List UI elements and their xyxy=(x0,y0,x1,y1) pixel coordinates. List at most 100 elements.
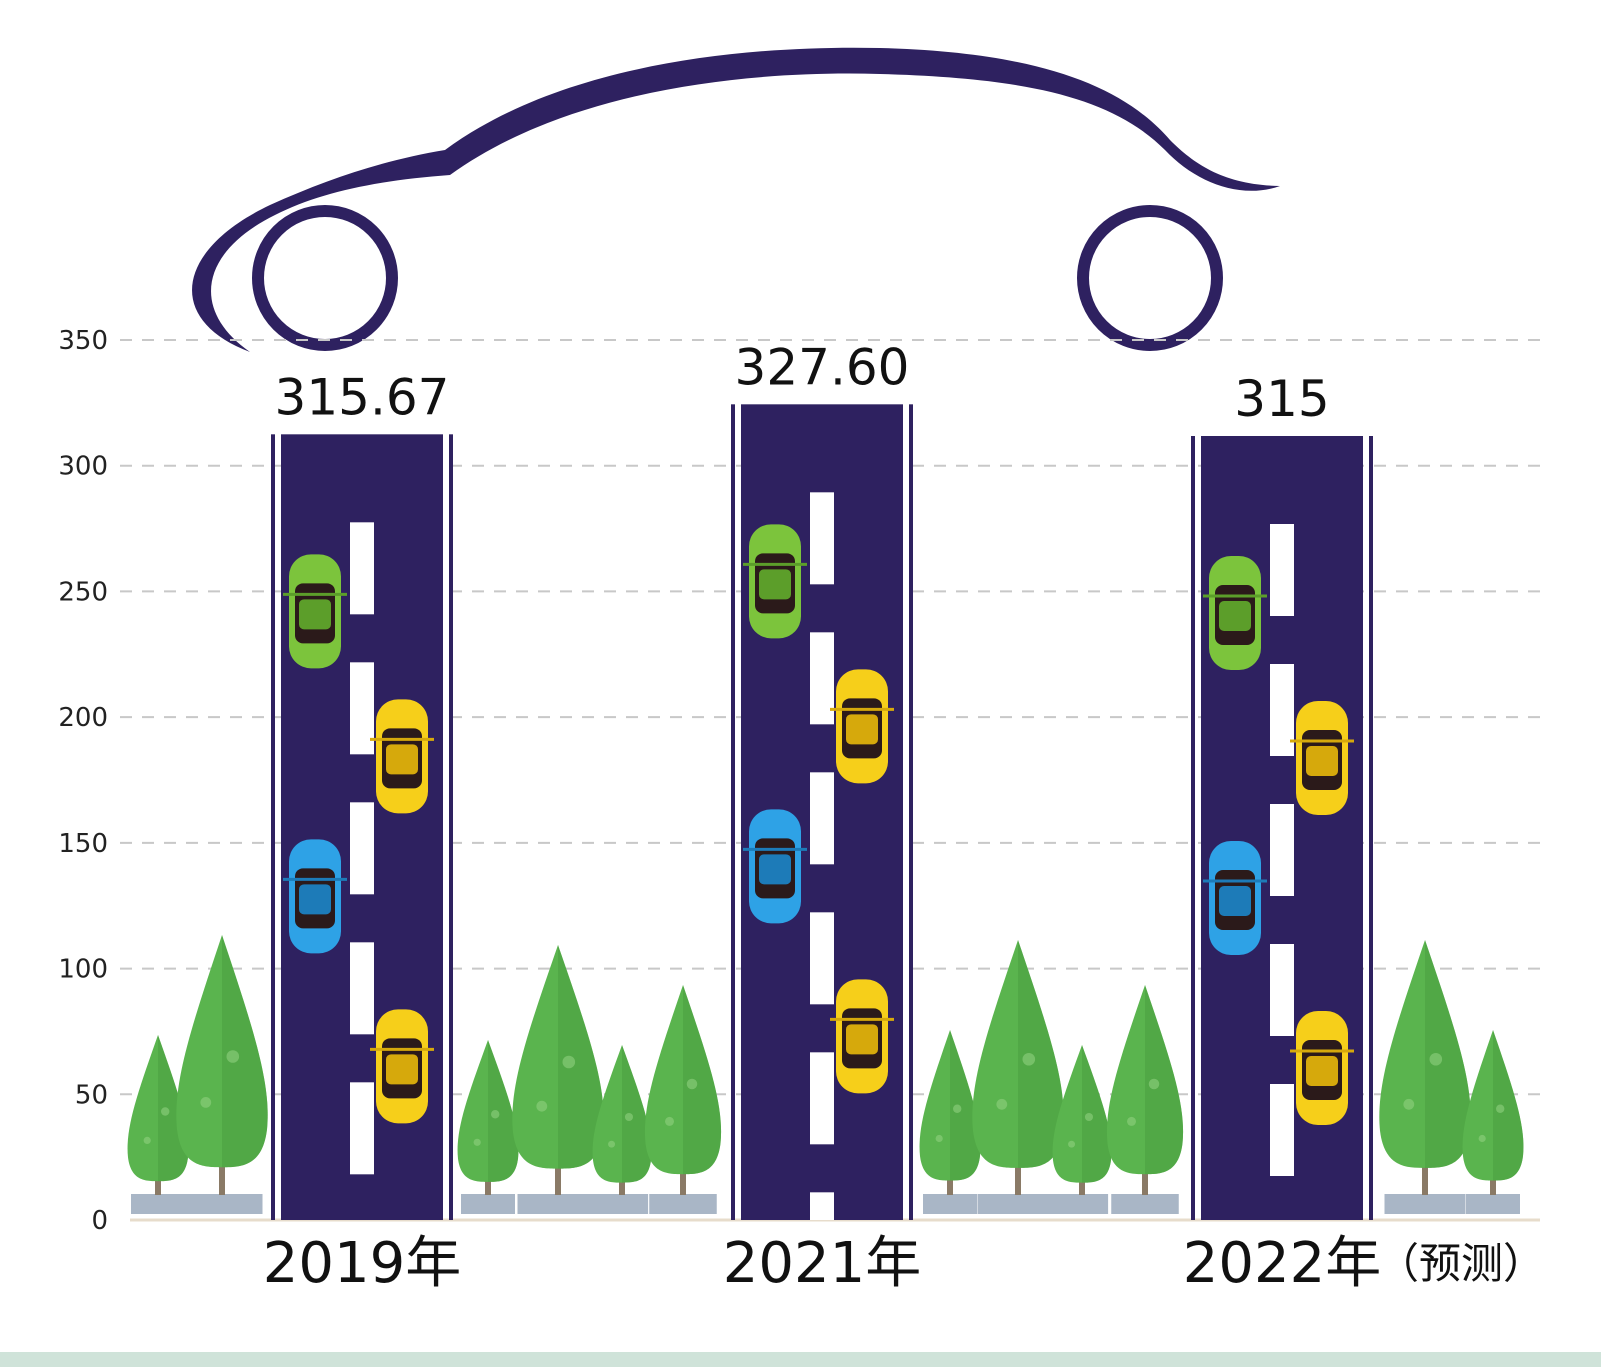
value-labels: 315.67 327.60 315 xyxy=(275,338,1330,428)
tree-highlight xyxy=(1084,1112,1094,1122)
tree-icon xyxy=(644,985,722,1214)
car-icon xyxy=(743,524,807,639)
tree-row xyxy=(127,935,1524,1214)
car-icon xyxy=(283,554,347,669)
tree-trunk xyxy=(1015,1146,1021,1195)
tree-shade xyxy=(622,1045,652,1183)
tree-highlight xyxy=(226,1050,240,1063)
tree-planter xyxy=(977,1194,1059,1214)
tree-highlight xyxy=(1496,1104,1505,1113)
tree-shade xyxy=(488,1040,519,1182)
value-label: 315.67 xyxy=(275,368,450,426)
bar xyxy=(731,404,913,1220)
car-roof xyxy=(1306,1056,1338,1086)
x-axis: 2019年 2021年 2022年（预测） xyxy=(263,1231,1545,1296)
car-icon xyxy=(830,669,894,784)
tree-icon xyxy=(512,945,604,1214)
car-wheel-front-icon xyxy=(252,205,398,351)
lane-mark xyxy=(810,1052,834,1145)
tree-shade xyxy=(1082,1045,1112,1183)
y-tick-label: 350 xyxy=(58,326,108,356)
lane-mark xyxy=(350,1082,374,1175)
tree-icon xyxy=(457,1040,519,1214)
bar-edge-left xyxy=(271,434,275,1220)
tree-highlight xyxy=(1403,1098,1415,1110)
tree-planter xyxy=(595,1194,649,1214)
tree-shade xyxy=(1145,985,1184,1175)
car-icon xyxy=(743,809,807,924)
tree-highlight xyxy=(1068,1140,1076,1148)
car-icon xyxy=(1290,701,1354,815)
tree-highlight xyxy=(562,1055,576,1069)
bar-edge-left xyxy=(731,404,735,1220)
tree-highlight xyxy=(473,1138,481,1146)
bar xyxy=(271,434,453,1220)
value-label: 327.60 xyxy=(735,338,910,396)
tree-highlight xyxy=(1429,1052,1443,1066)
lane-mark xyxy=(1270,804,1294,896)
tree-planter xyxy=(1466,1194,1520,1214)
tree-trunk xyxy=(155,1167,161,1195)
y-tick-label: 300 xyxy=(58,452,108,482)
car-wheel-rear-icon xyxy=(1077,205,1223,351)
tree-icon xyxy=(1379,940,1471,1214)
car-icon xyxy=(1203,556,1267,670)
tree-shade xyxy=(558,945,604,1169)
tree-planter xyxy=(649,1194,717,1214)
tree-planter xyxy=(1055,1194,1109,1214)
footer-strip xyxy=(0,1352,1601,1367)
tree-trunk xyxy=(219,1145,225,1195)
x-tick-label: 2022年 xyxy=(1183,1231,1382,1296)
x-tick-label: 2019年 xyxy=(263,1231,462,1296)
tree-highlight xyxy=(608,1140,616,1148)
car-roof xyxy=(759,569,791,600)
tree-highlight xyxy=(665,1116,674,1126)
tree-planter xyxy=(923,1194,977,1214)
tree-highlight xyxy=(161,1107,170,1116)
car-roof xyxy=(846,714,878,745)
car-roof xyxy=(299,884,331,915)
tree-highlight xyxy=(686,1078,698,1090)
value-label: 315 xyxy=(1234,370,1329,428)
car-icon xyxy=(370,1009,434,1124)
car-roof xyxy=(759,854,791,885)
bar-edge-right xyxy=(909,404,913,1220)
lane-mark xyxy=(1270,1084,1294,1176)
tree-planter xyxy=(131,1194,185,1214)
tree-highlight xyxy=(536,1100,548,1112)
tree-icon xyxy=(176,935,268,1214)
tree-trunk xyxy=(555,1147,561,1195)
y-tick-label: 50 xyxy=(75,1080,108,1110)
lane-mark xyxy=(810,772,834,865)
car-roof xyxy=(299,599,331,630)
tree-shade xyxy=(1493,1030,1524,1181)
car-roof xyxy=(1306,746,1338,776)
car-roof xyxy=(386,1054,418,1085)
tree-shade xyxy=(950,1030,981,1181)
tree-planter xyxy=(517,1194,599,1214)
car-silhouette-icon xyxy=(192,47,1280,352)
lane-mark xyxy=(350,942,374,1035)
bar-edge-right xyxy=(449,434,453,1220)
tree-trunk xyxy=(947,1166,953,1195)
car-icon xyxy=(1203,841,1267,955)
tree-icon xyxy=(1106,985,1184,1214)
lane-mark xyxy=(350,522,374,615)
tree-shade xyxy=(1425,940,1471,1168)
y-tick-label: 0 xyxy=(91,1206,108,1236)
tree-planter xyxy=(181,1194,263,1214)
car-roof xyxy=(386,744,418,775)
bar-edge-right xyxy=(1369,436,1373,1220)
x-tick-note: （预测） xyxy=(1377,1239,1545,1288)
car-icon xyxy=(283,839,347,954)
y-tick-label: 150 xyxy=(58,829,108,859)
car-icon xyxy=(370,699,434,814)
y-tick-label: 200 xyxy=(58,703,108,733)
lane-mark xyxy=(810,912,834,1005)
tree-highlight xyxy=(1022,1052,1036,1066)
tree-trunk xyxy=(680,1156,686,1195)
tree-highlight xyxy=(1127,1116,1136,1126)
tree-trunk xyxy=(1422,1146,1428,1195)
bars xyxy=(271,404,1373,1220)
